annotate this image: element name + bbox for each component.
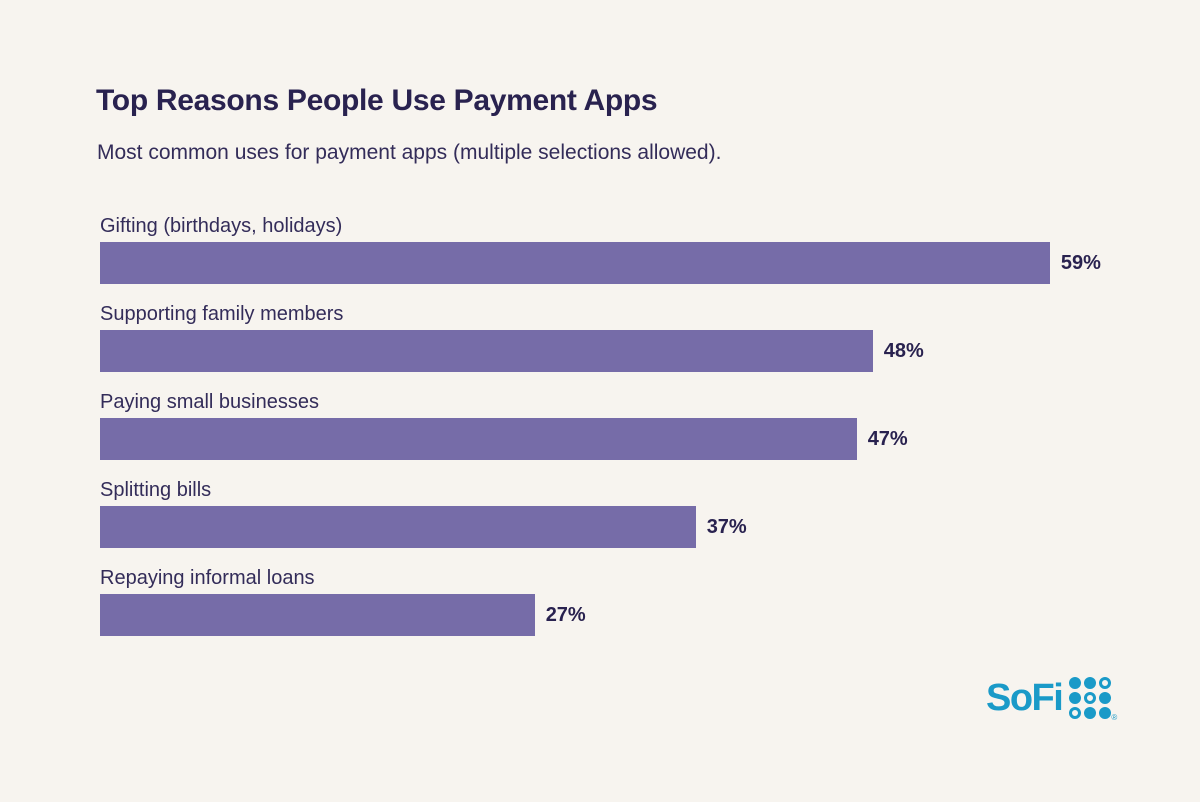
bar-line: 47% — [100, 418, 1120, 460]
logo-dot — [1099, 677, 1112, 689]
sofi-logo-text: SoFi — [986, 677, 1064, 719]
category-label: Splitting bills — [100, 479, 212, 501]
bar-row: Supporting family members 48% — [100, 302, 1120, 372]
bar-row: Splitting bills 37% — [100, 478, 1120, 548]
value-label: 59% — [1060, 251, 1101, 274]
bar-chart: Gifting (birthdays, holidays) 59% Suppor… — [100, 214, 1120, 654]
bar-line: 59% — [100, 242, 1120, 284]
bar-line: 27% — [100, 594, 1120, 636]
bar — [100, 242, 1050, 284]
value-label: 48% — [883, 339, 924, 362]
logo-dot — [1069, 692, 1082, 704]
bar — [100, 418, 857, 460]
chart-title: Top Reasons People Use Payment Apps — [96, 84, 658, 117]
bar-row: Paying small businesses 47% — [100, 390, 1120, 460]
bar-line: 37% — [100, 506, 1120, 548]
chart-subtitle: Most common uses for payment apps (multi… — [97, 141, 722, 164]
logo-dot — [1069, 677, 1082, 689]
category-label: Supporting family members — [100, 303, 344, 325]
bar — [100, 594, 535, 636]
logo-dot — [1084, 677, 1097, 689]
logo-dot — [1069, 707, 1082, 719]
value-label: 47% — [867, 427, 908, 450]
sofi-logo: SoFi ® — [986, 677, 1117, 722]
logo-dot — [1084, 707, 1097, 719]
bar — [100, 506, 696, 548]
sofi-dots-icon: ® — [1069, 677, 1117, 722]
category-label: Paying small businesses — [100, 391, 319, 413]
bar-row: Repaying informal loans 27% — [100, 566, 1120, 636]
registered-trademark: ® — [1111, 713, 1118, 722]
bar-line: 48% — [100, 330, 1120, 372]
logo-dot — [1099, 707, 1112, 719]
category-label: Repaying informal loans — [100, 567, 315, 589]
value-label: 27% — [545, 603, 586, 626]
logo-dot — [1099, 692, 1112, 704]
bar-row: Gifting (birthdays, holidays) 59% — [100, 214, 1120, 284]
logo-dot — [1084, 692, 1097, 704]
value-label: 37% — [706, 515, 747, 538]
category-label: Gifting (birthdays, holidays) — [100, 215, 343, 237]
bar — [100, 330, 873, 372]
